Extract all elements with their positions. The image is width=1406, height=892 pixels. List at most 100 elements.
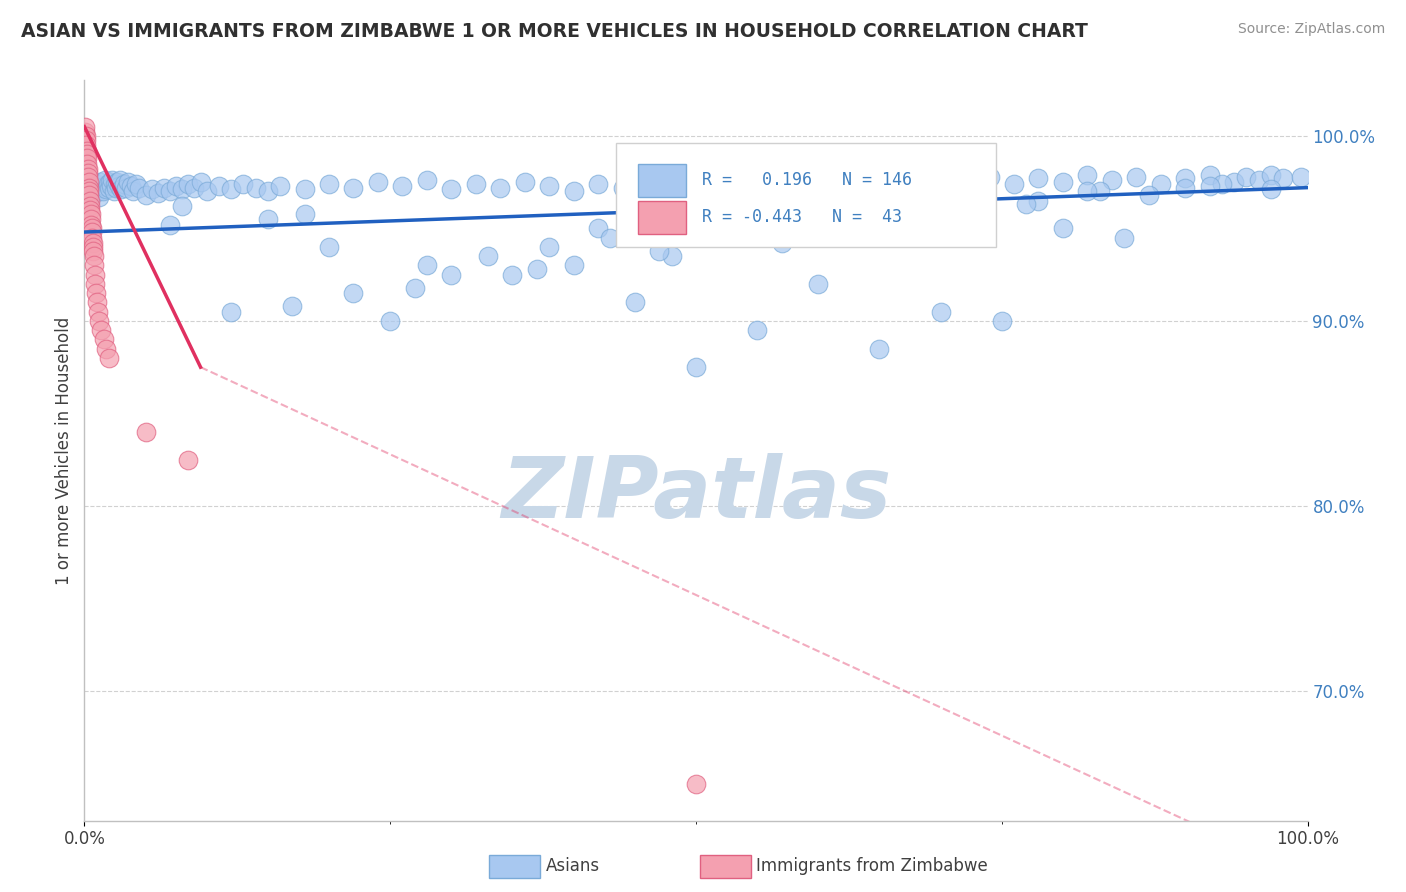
Point (83, 249, 105, 263)
Point (122, 185, 145, 199)
Point (685, 777, 707, 791)
Point (979, 169, 1001, 184)
Point (612, 180, 634, 194)
Point (120, 178, 142, 193)
Point (636, 175, 658, 189)
Point (586, 221, 609, 235)
Point (177, 452, 200, 467)
Point (893, 206, 915, 220)
Point (1260, 182, 1282, 196)
Point (96, 182, 118, 196)
Point (1198, 168, 1220, 182)
Point (79, 188, 101, 202)
Point (100, 178, 122, 193)
Point (103, 185, 125, 199)
Point (79, 180, 101, 194)
Point (1174, 180, 1197, 194)
Point (84, 277, 107, 291)
Point (79, 194, 101, 208)
Point (440, 182, 463, 196)
Point (856, 169, 879, 184)
Point (416, 173, 439, 187)
Point (84, 186, 107, 201)
Point (73, 125, 96, 139)
Point (77, 169, 100, 184)
FancyBboxPatch shape (638, 201, 686, 234)
Point (281, 299, 304, 313)
Point (953, 192, 976, 206)
Point (77, 180, 100, 194)
Point (82, 244, 104, 258)
Point (107, 178, 129, 193)
Point (367, 175, 389, 189)
Point (747, 323, 769, 337)
Point (257, 212, 280, 227)
Point (269, 178, 291, 193)
Point (1137, 188, 1160, 202)
Point (76, 162, 98, 177)
Point (1125, 169, 1147, 184)
Point (905, 171, 928, 186)
Point (562, 259, 585, 273)
Point (183, 180, 205, 194)
Point (869, 342, 891, 356)
Point (1076, 168, 1098, 182)
Point (1174, 171, 1197, 186)
Point (1028, 194, 1050, 208)
Point (709, 225, 731, 239)
Point (77, 185, 100, 199)
Point (404, 280, 426, 294)
Point (807, 173, 830, 187)
Point (112, 177, 135, 191)
Point (82, 240, 104, 254)
Point (84, 286, 107, 301)
Point (734, 171, 756, 186)
Point (747, 225, 769, 239)
Text: Immigrants from Zimbabwe: Immigrants from Zimbabwe (756, 857, 988, 875)
Y-axis label: 1 or more Vehicles in Household: 1 or more Vehicles in Household (55, 317, 73, 584)
Point (342, 286, 364, 301)
Point (1028, 171, 1050, 186)
Point (76, 156, 98, 170)
Point (709, 177, 731, 191)
Point (76, 144, 98, 158)
Text: Source: ZipAtlas.com: Source: ZipAtlas.com (1237, 22, 1385, 37)
Point (929, 178, 952, 193)
Point (318, 240, 340, 254)
Point (75, 128, 97, 143)
Point (440, 268, 463, 282)
Point (101, 173, 124, 187)
Point (1101, 173, 1123, 187)
Point (685, 360, 707, 375)
Point (75, 120, 97, 134)
Point (135, 425, 157, 439)
Point (219, 304, 242, 318)
Point (991, 314, 1014, 328)
Point (586, 177, 609, 191)
Point (807, 277, 830, 291)
Point (87, 304, 110, 318)
Point (844, 188, 866, 202)
Point (115, 180, 138, 194)
Point (86, 295, 108, 310)
Point (135, 188, 157, 202)
Point (538, 240, 561, 254)
Point (526, 262, 548, 277)
Point (80, 218, 103, 232)
Point (172, 199, 194, 213)
Point (80, 212, 103, 227)
Point (110, 182, 132, 196)
Point (1211, 177, 1233, 191)
Point (83, 178, 105, 193)
Point (831, 201, 853, 215)
FancyBboxPatch shape (616, 144, 995, 247)
Text: ASIAN VS IMMIGRANTS FROM ZIMBABWE 1 OR MORE VEHICLES IN HOUSEHOLD CORRELATION CH: ASIAN VS IMMIGRANTS FROM ZIMBABWE 1 OR M… (21, 22, 1088, 41)
Point (159, 218, 181, 232)
Text: Asians: Asians (546, 857, 599, 875)
Point (219, 182, 242, 196)
Point (77, 166, 100, 180)
Text: R =   0.196   N = 146: R = 0.196 N = 146 (702, 171, 912, 189)
Point (75, 138, 97, 153)
Point (76, 147, 98, 161)
Point (125, 177, 148, 191)
